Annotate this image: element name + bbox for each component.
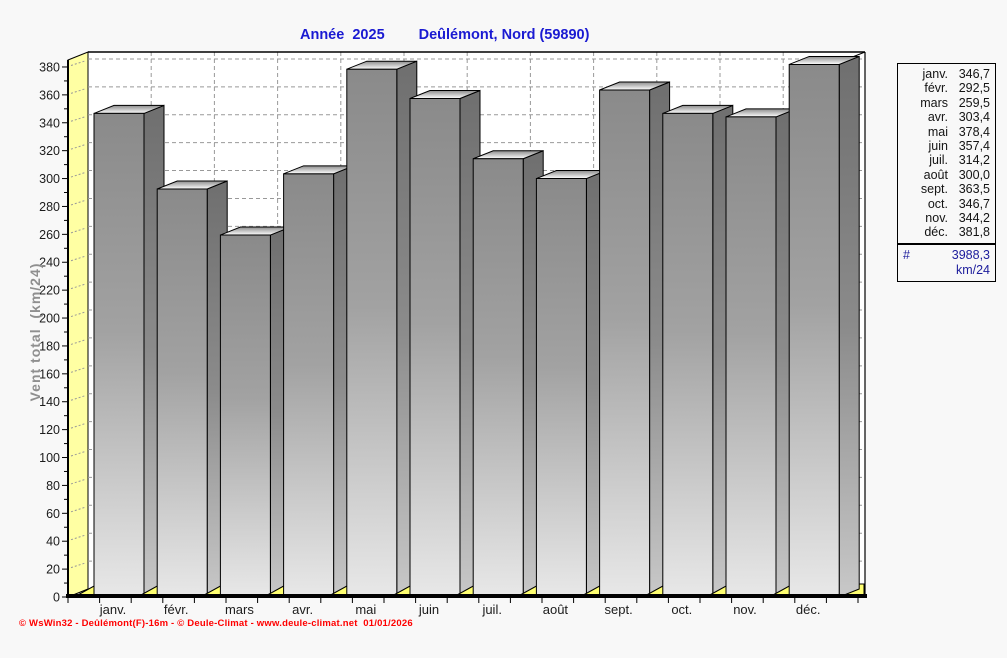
legend-row: août 300,0: [900, 168, 990, 182]
svg-text:80: 80: [46, 479, 60, 493]
legend-row: mars 259,5: [900, 96, 990, 110]
legend-total-unit: km/24: [955, 262, 990, 277]
legend-value: 346,7: [958, 67, 990, 81]
legend-month: nov.: [925, 211, 948, 226]
svg-text:60: 60: [46, 507, 60, 521]
svg-text:déc.: déc.: [796, 602, 821, 617]
legend-month: janv.: [922, 67, 948, 81]
legend-month: juin: [928, 139, 948, 154]
legend-row: juin 357,4: [900, 139, 990, 153]
legend-month: févr.: [924, 81, 948, 96]
svg-text:juil.: juil.: [481, 602, 502, 617]
legend-month: août: [923, 167, 948, 182]
svg-text:avr.: avr.: [292, 602, 313, 617]
legend-month: mars: [920, 95, 948, 110]
legend-row: févr. 292,5: [900, 81, 990, 95]
legend-row: déc. 381,8: [900, 225, 990, 239]
svg-text:mars: mars: [225, 602, 254, 617]
svg-text:200: 200: [39, 312, 60, 326]
legend-entries-box: janv. 346,7 févr. 292,5 mars 259,5 avr. 303,4 ma…: [897, 63, 996, 244]
legend-month: juil.: [929, 153, 948, 168]
legend-value: 378,4: [958, 124, 990, 139]
legend-value: 346,7: [958, 196, 990, 211]
legend-total-box: # 3988,3 km/24: [897, 243, 996, 282]
legend-row: juil. 314,2: [900, 153, 990, 167]
legend-value: 292,5: [958, 81, 990, 96]
legend-value: 357,4: [958, 139, 990, 154]
legend-row: sept. 363,5: [900, 182, 990, 196]
svg-text:mai: mai: [355, 602, 376, 617]
legend-value: 259,5: [958, 95, 990, 110]
svg-text:0: 0: [53, 591, 60, 605]
legend-value: 300,0: [958, 167, 990, 182]
legend-value: 314,2: [958, 153, 990, 168]
chart-title: Année 2025 Deûlémont, Nord (59890): [300, 27, 589, 43]
copyright-footer: © WsWin32 - Deûlémont(F)-16m - © Deule-C…: [19, 618, 413, 629]
svg-text:140: 140: [39, 395, 60, 409]
legend-month: oct.: [927, 196, 948, 211]
svg-text:20: 20: [46, 563, 60, 577]
legend-month: mai: [927, 124, 948, 139]
svg-text:nov.: nov.: [733, 602, 757, 617]
svg-text:360: 360: [39, 88, 60, 102]
svg-text:août: août: [543, 602, 569, 617]
svg-text:380: 380: [39, 60, 60, 74]
svg-text:oct.: oct.: [671, 602, 692, 617]
svg-text:260: 260: [39, 228, 60, 242]
svg-text:juin: juin: [418, 602, 439, 617]
svg-text:340: 340: [39, 116, 60, 130]
svg-text:sept.: sept.: [605, 602, 633, 617]
svg-text:100: 100: [39, 451, 60, 465]
legend-value: 303,4: [958, 110, 990, 125]
legend-row: mai 378,4: [900, 125, 990, 139]
legend-row: oct. 346,7: [900, 197, 990, 211]
legend-row: avr. 303,4: [900, 110, 990, 124]
svg-text:40: 40: [46, 535, 60, 549]
legend-value: 344,2: [958, 211, 990, 226]
legend-value: 381,8: [958, 225, 990, 240]
svg-text:janv.: janv.: [99, 602, 127, 617]
svg-text:300: 300: [39, 172, 60, 186]
svg-text:févr.: févr.: [164, 602, 189, 617]
svg-text:160: 160: [39, 367, 60, 381]
legend-total-value: 3988,3: [951, 247, 990, 262]
title-year: Année 2025: [300, 27, 385, 43]
legend-row: janv. 346,7: [900, 67, 990, 81]
svg-text:Vent total (km/24): Vent total (km/24): [27, 263, 43, 402]
legend-total-symbol: #: [903, 247, 910, 262]
legend-month: sept.: [920, 182, 948, 197]
legend-month: avr.: [927, 110, 948, 125]
legend-row: nov. 344,2: [900, 211, 990, 225]
svg-text:180: 180: [39, 339, 60, 353]
legend: janv. 346,7 févr. 292,5 mars 259,5 avr. 303,4 ma…: [897, 63, 996, 282]
svg-text:240: 240: [39, 256, 60, 270]
legend-value: 363,5: [958, 182, 990, 197]
legend-month: déc.: [924, 225, 948, 240]
svg-text:220: 220: [39, 284, 60, 298]
svg-text:320: 320: [39, 144, 60, 158]
svg-text:120: 120: [39, 423, 60, 437]
title-station: Deûlémont, Nord (59890): [418, 27, 590, 43]
svg-text:280: 280: [39, 200, 60, 214]
